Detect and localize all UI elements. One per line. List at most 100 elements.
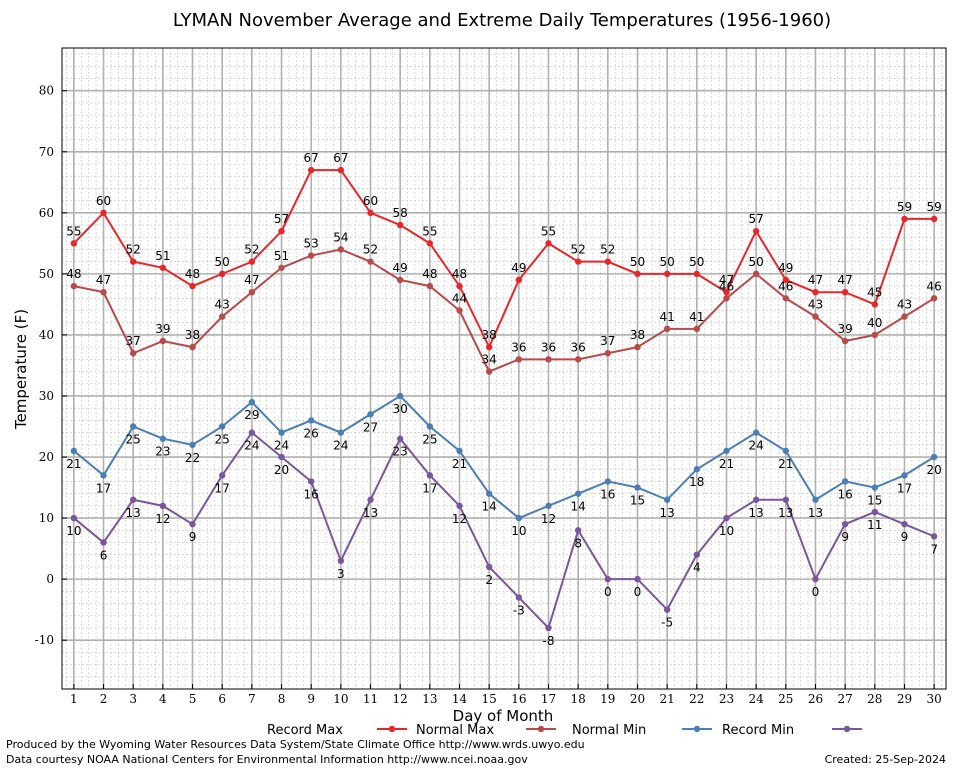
data-label: 9 — [901, 530, 909, 544]
data-label: 21 — [66, 457, 81, 471]
series-record-max: 55 60 52 51 48 50 52 57 67 67 60 58 55 48 38 49 55 52 52 50… — [66, 151, 942, 351]
data-label: 48 — [185, 267, 200, 281]
series-normal-max: 48 47 37 39 38 43 47 51 53 54 52 49 48 44 34 36 36 36 37 38… — [66, 230, 942, 375]
data-label: 25 — [215, 432, 230, 446]
data-point — [396, 221, 404, 229]
x-tick-label: 22 — [689, 692, 704, 706]
data-point — [545, 624, 552, 632]
footer-produced-by: Produced by the Wyoming Water Resources … — [6, 738, 585, 751]
data-point — [218, 472, 226, 479]
data-label: 13 — [660, 506, 675, 520]
x-tick-label: 30 — [926, 692, 941, 706]
data-label: 39 — [838, 322, 853, 336]
x-tick-label: 11 — [363, 692, 378, 706]
y-tick-label: 50 — [39, 267, 54, 281]
data-label: 36 — [511, 340, 526, 354]
data-point — [278, 453, 285, 461]
data-label: 24 — [333, 439, 348, 453]
plot-frame — [61, 47, 947, 690]
x-tick-label: 19 — [600, 692, 615, 706]
data-label: -8 — [543, 634, 555, 648]
data-point — [634, 484, 641, 491]
data-label: 43 — [808, 298, 823, 312]
data-point — [396, 276, 404, 284]
x-tick-label: 25 — [778, 692, 793, 706]
data-point — [337, 166, 345, 174]
data-label: 49 — [393, 261, 408, 275]
x-tick-label: 8 — [278, 692, 286, 706]
data-point — [485, 490, 493, 497]
data-label: 6 — [100, 548, 108, 562]
data-label: 10 — [719, 524, 734, 538]
x-tick-label: 5 — [189, 692, 197, 706]
data-label: 50 — [689, 255, 704, 269]
x-tick-label: 24 — [749, 692, 765, 706]
data-label: 10 — [66, 524, 81, 538]
data-point — [693, 325, 701, 333]
data-point — [456, 307, 463, 314]
data-label: 48 — [422, 267, 437, 281]
data-point — [723, 288, 730, 296]
data-point — [574, 490, 582, 497]
data-label: 47 — [96, 273, 111, 287]
data-point — [485, 343, 493, 351]
data-point — [129, 423, 137, 430]
data-label: 4 — [693, 561, 701, 575]
data-label: 9 — [189, 530, 197, 544]
x-tick-label: 10 — [333, 692, 348, 706]
data-label: 59 — [897, 200, 912, 214]
data-label: 11 — [867, 518, 882, 532]
data-label: 24 — [274, 439, 289, 453]
data-label: 43 — [215, 298, 230, 312]
series-line — [73, 431, 935, 630]
y-tick-label: 30 — [39, 389, 54, 403]
data-point — [307, 166, 315, 174]
data-point — [159, 435, 167, 442]
data-label: 13 — [778, 506, 793, 520]
grid — [62, 48, 946, 690]
x-tick-label: 1 — [70, 692, 78, 706]
data-label: 55 — [541, 224, 556, 238]
legend-label: Normal Min — [572, 723, 646, 738]
series-record-min: 10 6 13 12 9 17 24 20 16 3 13 23 17 12 2 -3 -8 8 0 0 -5 4 10 13… — [66, 429, 938, 648]
data-label: 34 — [482, 353, 497, 367]
data-point — [723, 295, 730, 302]
data-label: 41 — [660, 310, 675, 324]
data-label: 46 — [719, 279, 734, 293]
data-label: 12 — [155, 512, 170, 526]
data-point — [189, 441, 196, 449]
x-axis: 1 2 3 4 5 6 7 8 9 10 11 12 13 14 15 16 17 18 19 20 21 22 23 24 2… — [70, 684, 942, 706]
legend-marker — [388, 725, 396, 733]
data-label: 14 — [482, 500, 497, 514]
data-point — [812, 288, 819, 296]
data-label: 38 — [185, 328, 200, 342]
footer-created-date: Created: 25-Sep-2024 — [824, 753, 946, 766]
data-point — [129, 496, 137, 503]
data-label: 47 — [244, 273, 259, 287]
data-label: 0 — [634, 585, 642, 599]
data-point — [663, 325, 671, 333]
data-point — [426, 282, 434, 290]
data-label: 9 — [841, 530, 849, 544]
data-label: 16 — [838, 487, 853, 501]
x-tick-label: 23 — [719, 692, 734, 706]
data-point — [396, 392, 404, 400]
data-label: -3 — [513, 603, 525, 617]
data-point — [485, 563, 493, 571]
data-point — [367, 209, 374, 217]
x-tick-label: 26 — [808, 692, 823, 706]
data-point — [278, 227, 285, 235]
data-point — [782, 295, 790, 302]
data-label: 26 — [304, 426, 319, 440]
data-point — [70, 447, 78, 455]
x-tick-label: 27 — [838, 692, 853, 706]
data-label: 48 — [66, 267, 81, 281]
data-label: 55 — [422, 224, 437, 238]
data-point — [901, 472, 908, 479]
data-point — [515, 276, 523, 284]
data-point — [782, 276, 790, 284]
data-point — [189, 282, 196, 290]
x-axis-label: Day of Month — [453, 707, 554, 725]
data-point — [693, 466, 701, 473]
data-label: 7 — [930, 542, 938, 556]
